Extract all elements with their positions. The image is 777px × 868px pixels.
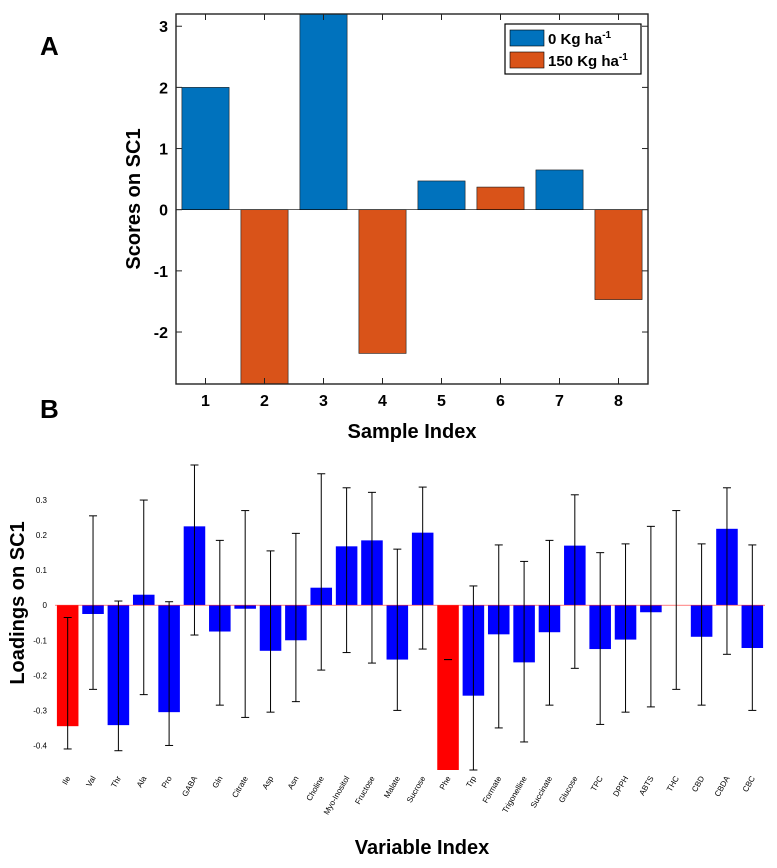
chart-a-ytick-label: 1 (159, 142, 168, 159)
chart-b-xtick-label: CBDA (713, 774, 732, 798)
chart-a-y-axis-label: Scores on SC1 (123, 128, 145, 269)
panel-b-letter: B (40, 394, 59, 424)
chart-b-xtick-label: Ile (60, 774, 72, 786)
chart-a-xtick-label: 3 (319, 393, 328, 410)
chart-a-bar-4 (358, 209, 407, 354)
chart-b-xtick-label: Myo-Inositol (322, 774, 351, 816)
chart-b-xtick-label: Asp (261, 774, 276, 791)
chart-b-xtick-label: Citrate (230, 774, 250, 799)
chart-b-xtick-label: Pro (160, 774, 174, 790)
chart-a-ytick-label: -2 (154, 325, 168, 342)
panel-a-letter: A (40, 31, 59, 61)
chart-b-xtick-label: CBD (690, 774, 706, 793)
chart-a: -2 -1 0 1 2 3 1 2 3 4 5 6 7 8 Scores on SC1 Sample I… (123, 13, 649, 443)
chart-b-xtick-label: DPPH (611, 774, 630, 798)
chart-a-xtick-label: 7 (555, 393, 564, 410)
chart-b-xtick-label: Trigonelline (501, 774, 530, 815)
chart-a-xtick-label: 8 (614, 393, 623, 410)
chart-a-legend: 0 Kg ha-1 150 Kg ha-1 (504, 23, 642, 75)
chart-a-bar-6 (476, 186, 525, 211)
legend-swatch-0kg (509, 29, 545, 47)
chart-b-xtick-label: Succinate (529, 774, 555, 809)
chart-a-ytick-label: 0 (159, 203, 168, 220)
chart-b-ytick-label: -0.4 (33, 741, 47, 750)
chart-a-xtick-label: 5 (437, 393, 446, 410)
chart-b-xtick-label: Trp (464, 774, 478, 789)
chart-b-y-axis-label: Loadings on SC1 (7, 521, 29, 684)
legend-label-150kg: 150 Kg ha-1 (548, 52, 628, 70)
chart-a-x-axis-label: Sample Index (348, 421, 477, 443)
chart-a-xtick-label: 4 (378, 393, 387, 410)
chart-a-bar-1 (181, 87, 230, 211)
chart-b-xtick-label: Malate (382, 774, 402, 800)
chart-a-ytick-label: -1 (154, 264, 168, 281)
chart-b-ytick-label: -0.2 (33, 671, 47, 680)
chart-b-ytick-label: 0.2 (36, 531, 48, 540)
chart-b-xtick-label: Thr (109, 774, 123, 789)
chart-a-xtick-label: 1 (201, 393, 210, 410)
chart-b-xtick-label: Sucrose (405, 774, 428, 804)
chart-a-bar-5 (417, 180, 466, 211)
legend-label-0kg: 0 Kg ha-1 (548, 30, 612, 48)
chart-b: -0.4 -0.3 -0.2 -0.1 0 0.1 0.2 0.3 Ile Val Thr Ala P… (7, 464, 765, 859)
chart-b-xtick-label: TPC (589, 774, 605, 793)
chart-b-xtick-label: Ala (135, 774, 149, 789)
chart-b-xtick-label: Formate (481, 774, 504, 805)
chart-a-ytick-label: 3 (159, 19, 168, 36)
chart-a-frame (175, 13, 649, 385)
chart-b-xtick-label: Val (84, 774, 97, 788)
chart-b-ytick-label: -0.3 (33, 706, 47, 715)
chart-b-xtick-label: GABA (180, 774, 199, 798)
chart-b-x-axis-label: Variable Index (355, 837, 490, 859)
chart-b-xtick-label: THC (665, 774, 681, 793)
legend-swatch-150kg (509, 51, 545, 69)
chart-b-xtick-label: CBC (741, 774, 757, 793)
chart-a-bar-2 (240, 209, 289, 385)
chart-b-xtick-label: Fructose (353, 774, 377, 806)
chart-b-xtick-label: Glucose (557, 774, 580, 804)
chart-a-xtick-label: 6 (496, 393, 505, 410)
chart-b-ytick-label: -0.1 (33, 636, 47, 645)
chart-a-bar-7 (535, 169, 584, 211)
chart-a-xtick-label: 2 (260, 393, 269, 410)
chart-b-xtick-label: Phe (438, 774, 453, 791)
chart-a-bar-3 (299, 13, 348, 211)
chart-b-xtick-label: ABTS (637, 775, 655, 798)
chart-b-bar-phe (437, 605, 459, 770)
chart-b-xtick-label: Gln (211, 775, 225, 790)
chart-a-bar-8 (594, 209, 643, 300)
chart-a-ytick-label: 2 (159, 80, 168, 97)
chart-b-ytick-label: 0 (43, 601, 48, 610)
chart-b-ytick-label: 0.3 (36, 496, 48, 505)
chart-b-xtick-label: Asn (286, 775, 301, 791)
chart-b-ytick-label: 0.1 (36, 566, 48, 575)
chart-b-xtick-label: Choline (305, 774, 327, 802)
